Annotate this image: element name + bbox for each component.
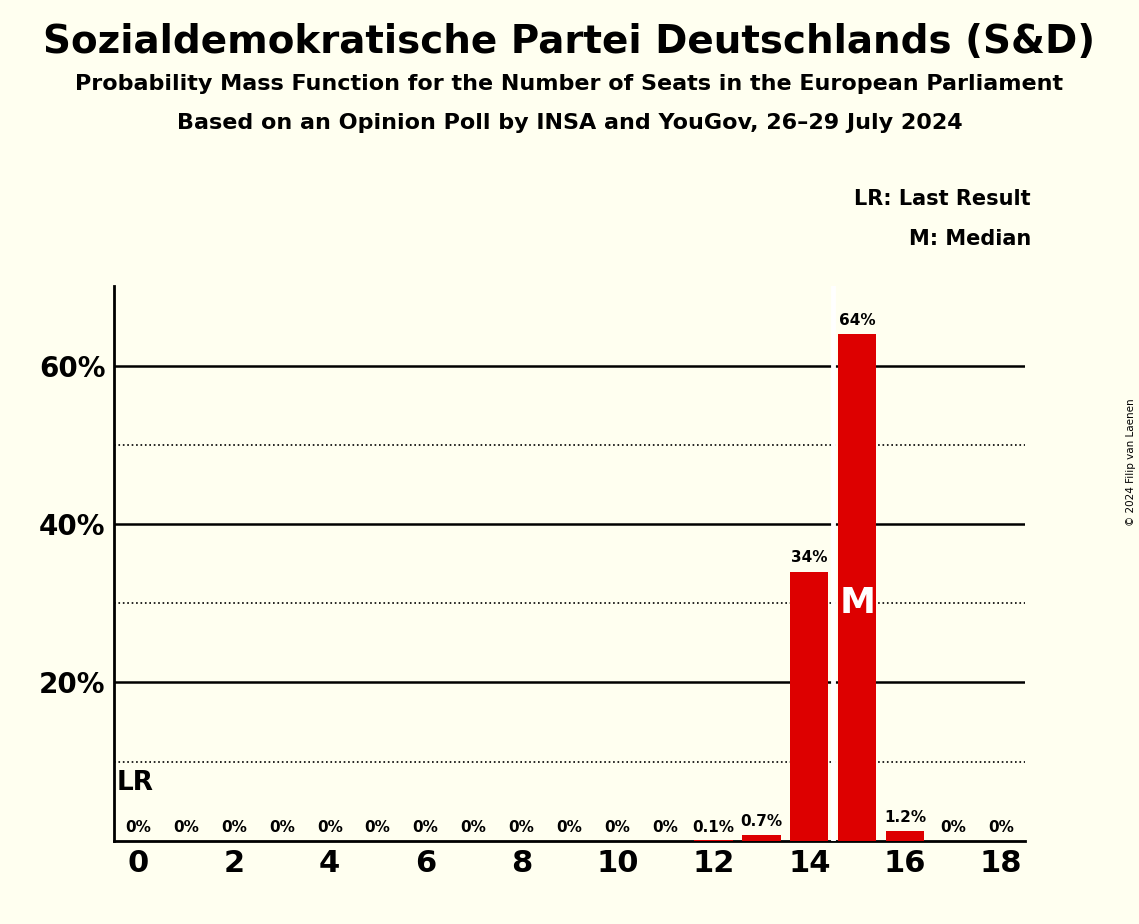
Text: 0%: 0%	[509, 820, 534, 834]
Text: 34%: 34%	[792, 550, 828, 565]
Text: 0%: 0%	[269, 820, 295, 834]
Text: Probability Mass Function for the Number of Seats in the European Parliament: Probability Mass Function for the Number…	[75, 74, 1064, 94]
Text: 0%: 0%	[173, 820, 199, 834]
Text: 0%: 0%	[940, 820, 966, 834]
Text: 0%: 0%	[989, 820, 1014, 834]
Bar	[743, 835, 780, 841]
Bar	[790, 572, 828, 841]
Bar	[838, 334, 876, 841]
Text: M: Median: M: Median	[909, 229, 1031, 249]
Text: 0%: 0%	[653, 820, 679, 834]
Text: 0%: 0%	[221, 820, 247, 834]
Text: © 2024 Filip van Laenen: © 2024 Filip van Laenen	[1125, 398, 1136, 526]
Text: 0%: 0%	[460, 820, 486, 834]
Text: 0%: 0%	[364, 820, 391, 834]
Text: Sozialdemokratische Partei Deutschlands (S&D): Sozialdemokratische Partei Deutschlands …	[43, 23, 1096, 61]
Bar	[886, 832, 925, 841]
Text: 1.2%: 1.2%	[884, 810, 926, 825]
Text: Based on an Opinion Poll by INSA and YouGov, 26–29 July 2024: Based on an Opinion Poll by INSA and You…	[177, 113, 962, 133]
Text: LR: Last Result: LR: Last Result	[854, 189, 1031, 210]
Text: LR: LR	[116, 770, 154, 796]
Text: 0%: 0%	[412, 820, 439, 834]
Text: 0%: 0%	[605, 820, 630, 834]
Text: 0%: 0%	[317, 820, 343, 834]
Text: 0.7%: 0.7%	[740, 814, 782, 829]
Text: 0.1%: 0.1%	[693, 820, 735, 834]
Text: 64%: 64%	[839, 312, 876, 328]
Text: 0%: 0%	[125, 820, 150, 834]
Text: 0%: 0%	[557, 820, 582, 834]
Text: M: M	[839, 586, 875, 620]
